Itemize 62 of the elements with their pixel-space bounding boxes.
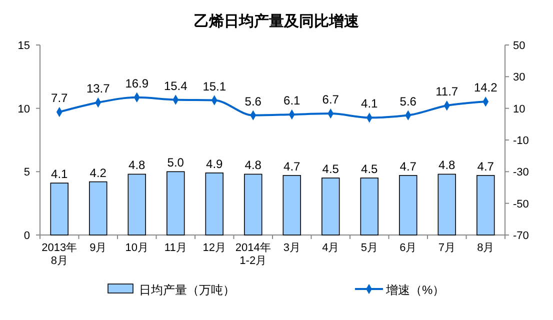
data-label: 4.8 — [128, 158, 146, 172]
data-label: 4.1 — [51, 167, 68, 182]
x-tick-label: 2013年 8月 — [42, 242, 78, 267]
y2-tick-label: -70 — [513, 230, 529, 242]
y2-tick-label: -30 — [513, 166, 529, 179]
data-label: 6.7 — [322, 92, 340, 107]
x-tick-label: 2014年 1-2月 — [235, 242, 271, 267]
data-label: 4.1 — [361, 96, 378, 111]
data-label: 11.7 — [436, 84, 458, 99]
x-tick-label: 12月 — [202, 242, 226, 254]
x-tick-label: 4月 — [322, 242, 340, 254]
y2-tick-label: 10 — [513, 103, 526, 116]
x-tick-label: 6月 — [400, 242, 417, 254]
data-label: 14.2 — [474, 80, 498, 95]
y-tick-label: 0 — [24, 230, 30, 242]
data-label: 4.7 — [284, 159, 301, 174]
data-label: 4.7 — [477, 159, 494, 174]
data-label: 15.1 — [202, 79, 226, 94]
y2-tick-label: 30 — [513, 72, 526, 84]
data-label: 16.9 — [125, 76, 149, 90]
x-tick-label: 9月 — [90, 242, 107, 254]
data-label: 4.5 — [322, 162, 340, 176]
data-label: 15.4 — [164, 78, 188, 93]
data-label: 4.5 — [361, 162, 378, 176]
x-tick-label: 5月 — [360, 242, 378, 254]
data-label: 5.0 — [167, 156, 184, 170]
chart-title: 乙烯日均产量及同比增速 — [194, 13, 360, 30]
data-label: 13.7 — [86, 81, 110, 96]
y2-tick-label: -10 — [513, 135, 529, 147]
y-tick-label: 10 — [18, 103, 30, 116]
bar — [128, 174, 146, 236]
data-label: 4.9 — [206, 156, 224, 171]
data-label: 4.7 — [400, 159, 417, 174]
x-tick-label: 3月 — [283, 242, 300, 254]
data-label: 5.6 — [244, 94, 262, 108]
y-tick-label: 15 — [18, 40, 30, 52]
data-label: 4.8 — [244, 158, 262, 172]
y-tick-label: 5 — [24, 166, 30, 179]
y2-tick-label: -50 — [513, 198, 529, 210]
bar — [322, 178, 340, 236]
bar — [50, 182, 68, 236]
data-label: 5.6 — [400, 94, 417, 108]
bar — [244, 174, 262, 236]
x-tick-label: 11月 — [164, 242, 187, 254]
bar — [438, 174, 456, 236]
x-tick-label: 8月 — [477, 242, 494, 254]
bar — [166, 171, 185, 236]
data-label: 4.2 — [90, 166, 107, 180]
y2-tick-label: 50 — [513, 40, 526, 52]
data-label: 4.8 — [438, 158, 456, 172]
bar — [399, 175, 418, 236]
data-label: 6.1 — [284, 94, 301, 108]
bar — [476, 175, 495, 236]
bar — [282, 175, 301, 236]
legend-label: 日均产量（万吨） — [139, 283, 235, 297]
bar — [89, 181, 108, 236]
bar — [360, 178, 378, 236]
legend-label: 增速（%） — [385, 283, 445, 297]
bar — [205, 172, 224, 236]
x-tick-label: 7月 — [438, 242, 456, 254]
data-label: 7.7 — [51, 90, 68, 105]
x-tick-label: 10月 — [125, 242, 148, 254]
